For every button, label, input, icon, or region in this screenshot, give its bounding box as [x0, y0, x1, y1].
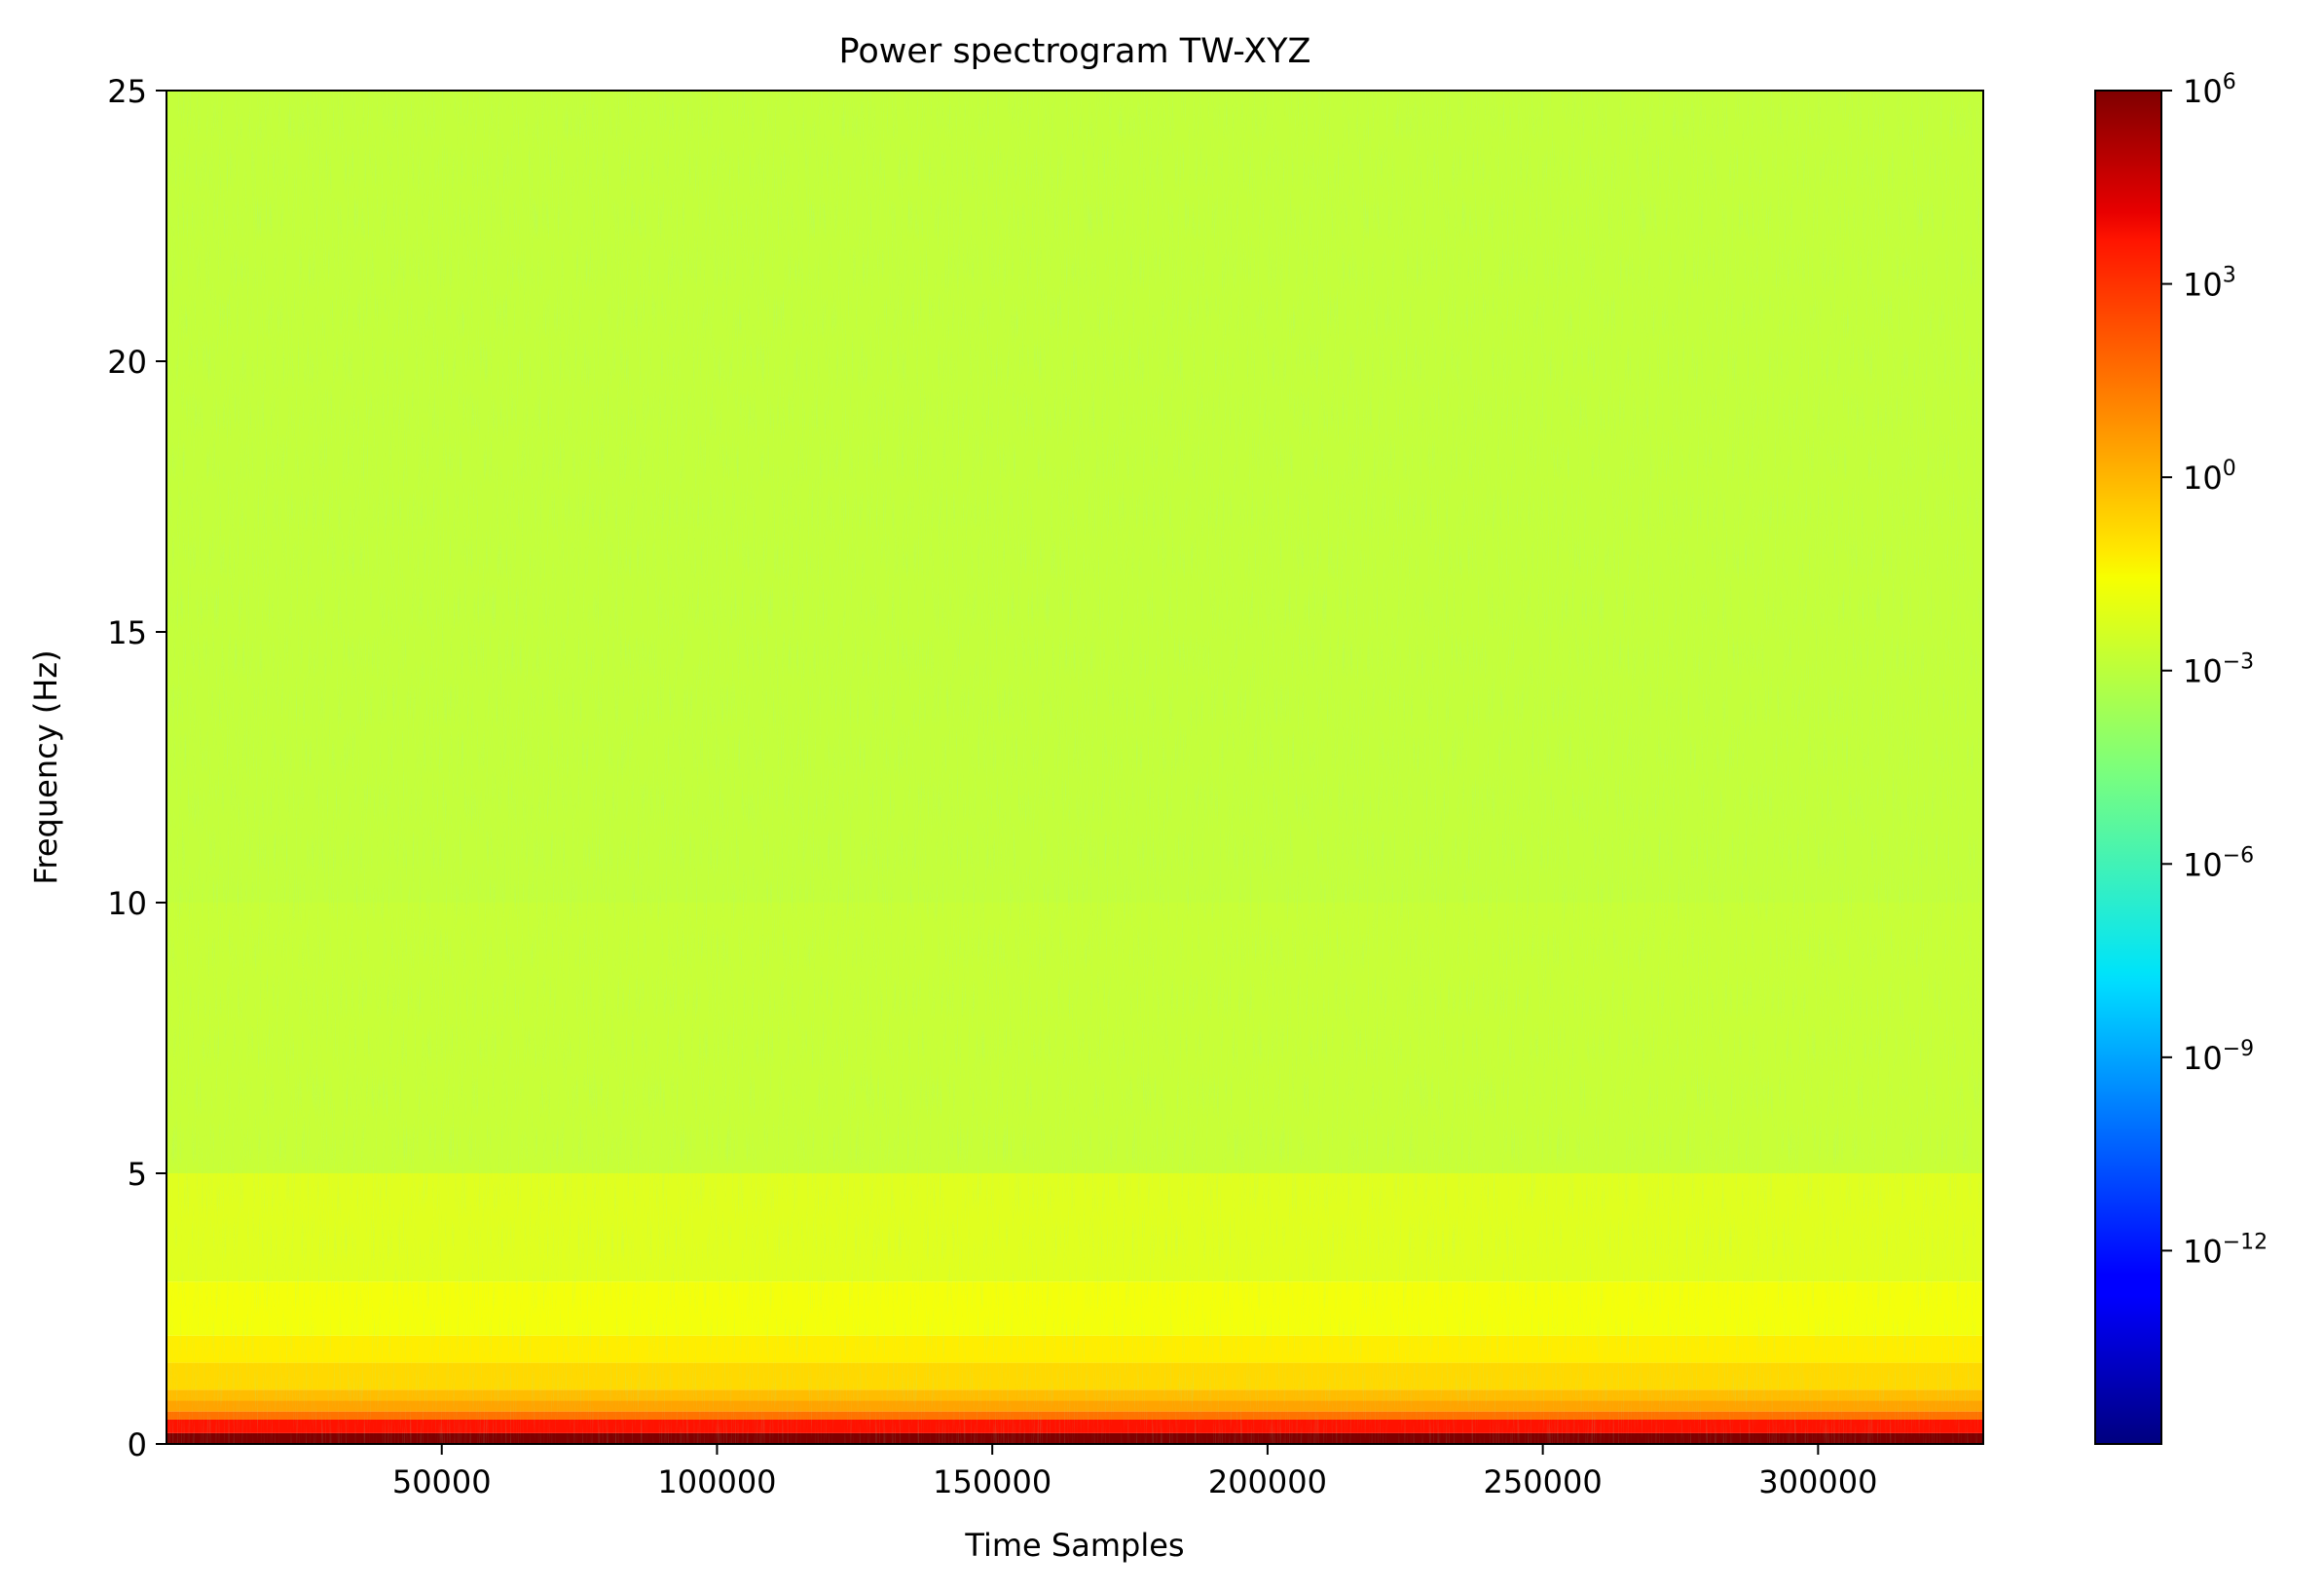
colorbar-tick-label: 10−12	[2183, 1230, 2268, 1270]
chart-title: Power spectrogram TW-XYZ	[839, 32, 1311, 71]
x-axis: 50000 100000 150000 200000 250000 300000	[392, 1444, 1877, 1500]
colorbar-tick-label: 10−6	[2183, 843, 2254, 883]
x-tick-label: 200000	[1208, 1463, 1327, 1500]
y-tick-label: 5	[128, 1156, 147, 1193]
x-tick-label: 250000	[1484, 1463, 1603, 1500]
colorbar-tick-label: 103	[2183, 264, 2236, 304]
x-axis-label: Time Samples	[964, 1527, 1184, 1564]
y-tick-label: 0	[128, 1426, 147, 1463]
colorbar-tick-label: 10−3	[2183, 650, 2254, 690]
y-tick-label: 15	[107, 614, 147, 651]
y-tick-label: 25	[107, 73, 147, 110]
y-tick-label: 10	[107, 885, 147, 922]
x-tick-label: 150000	[933, 1463, 1051, 1500]
plot-frame	[166, 90, 1984, 1445]
y-tick-label: 20	[107, 344, 147, 381]
colorbar-tick-label: 100	[2183, 457, 2236, 497]
y-axis: 0 5 10 15 20 25	[107, 73, 166, 1463]
colorbar-tick-label: 106	[2183, 70, 2236, 110]
y-axis-label: Frequency (Hz)	[27, 649, 64, 884]
x-tick-label: 100000	[657, 1463, 776, 1500]
colorbar-tick-label: 10−9	[2183, 1037, 2254, 1077]
x-tick-label: 300000	[1758, 1463, 1877, 1500]
x-tick-label: 50000	[392, 1463, 492, 1500]
colorbar-ticks: 106 103 100 10−3 10−6 10−9 10−12	[2161, 70, 2268, 1270]
plot-area	[166, 91, 1983, 1444]
spectrogram-texture	[166, 91, 1983, 1444]
colorbar	[2094, 90, 2162, 1445]
